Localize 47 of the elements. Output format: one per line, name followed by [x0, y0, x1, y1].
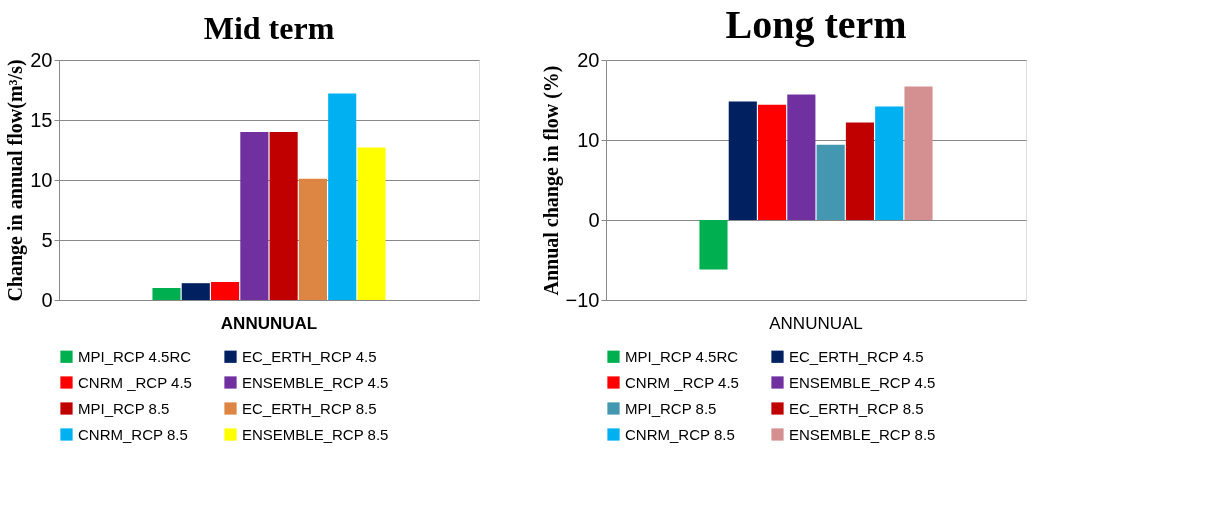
- legend-label: EC_ERTH_RCP 8.5: [242, 399, 377, 417]
- bar: [845, 122, 874, 220]
- y-tick-label: 10: [30, 168, 53, 191]
- y-tick-label: −10: [565, 288, 600, 311]
- bar: [328, 93, 357, 300]
- bar: [269, 132, 298, 300]
- y-tick-label: 10: [577, 128, 600, 151]
- legend-label: MPI_RCP 4.5RC: [625, 347, 739, 365]
- y-axis-title: Annual change in flow (%): [539, 65, 563, 296]
- bar: [699, 220, 728, 270]
- bar: [816, 144, 845, 220]
- legend-label: ENSEMBLE_RCP 8.5: [789, 425, 936, 443]
- y-tick-label: 20: [577, 48, 600, 71]
- bar: [758, 104, 787, 220]
- legend-label: ENSEMBLE_RCP 8.5: [242, 425, 389, 443]
- chart-title: Long term: [725, 2, 907, 47]
- legend-label: ENSEMBLE_RCP 4.5: [789, 373, 936, 391]
- legend-label: EC_ERTH_RCP 4.5: [242, 347, 377, 365]
- legend-label: ENSEMBLE_RCP 4.5: [242, 373, 389, 391]
- legend-label: CNRM_RCP 8.5: [78, 425, 188, 443]
- bar: [787, 94, 816, 220]
- x-tick-label: ANNUNUAL: [220, 313, 318, 333]
- bar: [211, 282, 240, 300]
- y-tick-label: 5: [41, 228, 53, 251]
- legend-label: MPI_RCP 8.5: [78, 399, 170, 417]
- bar: [875, 106, 904, 220]
- y-tick-label: 20: [30, 48, 53, 71]
- legend-label: MPI_RCP 4.5RC: [78, 347, 192, 365]
- legend-label: CNRM _RCP 4.5: [625, 373, 739, 391]
- bar: [357, 147, 386, 300]
- y-tick-label: 0: [41, 288, 53, 311]
- y-axis-title: Change in annual flow(m³/s): [4, 59, 28, 302]
- legend-label: CNRM_RCP 8.5: [625, 425, 735, 443]
- bar: [181, 283, 210, 300]
- x-tick-label: ANNUNUAL: [769, 313, 863, 333]
- bar: [904, 86, 933, 220]
- bar: [240, 132, 269, 300]
- chart-title: Mid term: [203, 10, 335, 46]
- bar: [298, 178, 327, 300]
- y-tick-label: 15: [30, 108, 53, 131]
- bar: [728, 101, 757, 220]
- legend-label: CNRM _RCP 4.5: [78, 373, 192, 391]
- legend-label: EC_ERTH_RCP 8.5: [789, 399, 924, 417]
- legend-label: MPI_RCP 8.5: [625, 399, 717, 417]
- bar: [152, 288, 181, 300]
- y-tick-label: 0: [588, 208, 600, 231]
- legend-label: EC_ERTH_RCP 4.5: [789, 347, 924, 365]
